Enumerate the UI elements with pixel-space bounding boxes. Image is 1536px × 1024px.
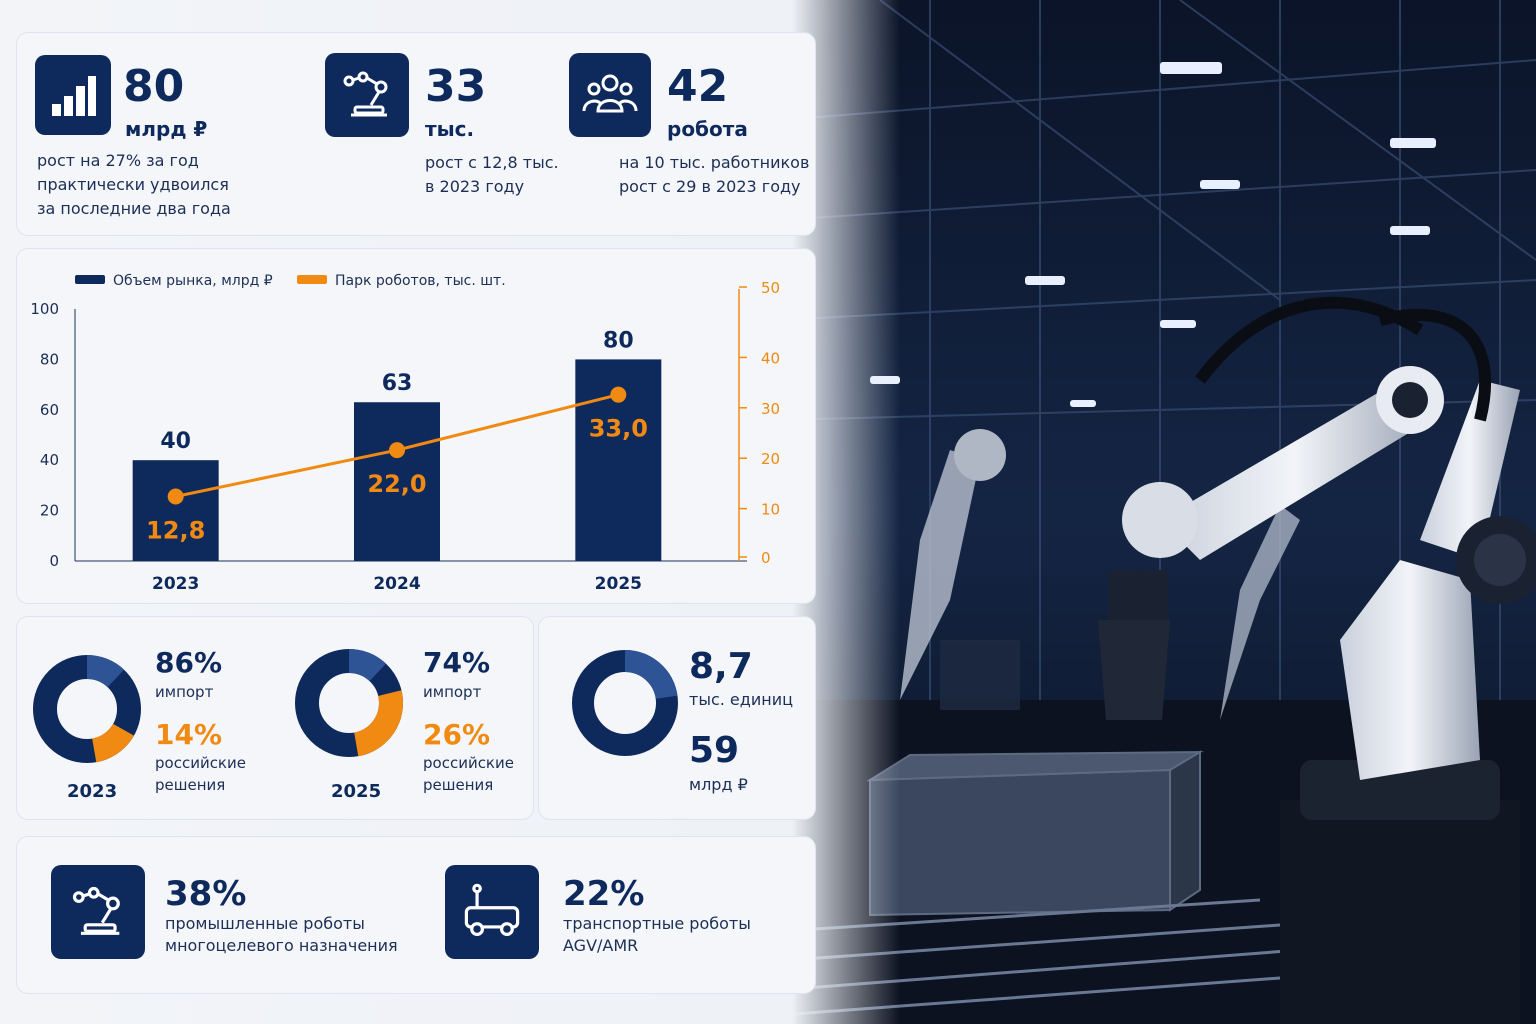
units-value: 8,7	[689, 646, 753, 687]
y-left-tick: 20	[40, 502, 59, 520]
bar-label: 80	[603, 328, 634, 353]
people-icon	[569, 53, 651, 137]
bar-chart-icon	[35, 55, 111, 135]
kpi-robots-desc: рост с 12,8 тыс. в 2023 году	[425, 153, 559, 196]
units-panel: 8,7 тыс. единиц 59 млрд ₽	[538, 616, 816, 820]
legend-label-fleet: Парк роботов, тыс. шт.	[335, 273, 506, 289]
factory-robot-photo	[780, 0, 1536, 1024]
kpi-market-desc: рост на 27% за год практически удвоился за…	[37, 151, 231, 218]
y-left-tick: 80	[40, 350, 59, 368]
y-right-tick: 0	[761, 549, 771, 567]
bar-2023	[132, 460, 219, 561]
robot-arm-icon	[51, 865, 145, 959]
y-left-tick: 100	[30, 300, 59, 318]
kpi-density-value: 42	[667, 61, 729, 112]
fleet-label: 22,0	[367, 470, 426, 498]
transport-robots-label: транспортные роботы AGV/AMR	[563, 914, 751, 955]
robot-arm-icon	[325, 53, 409, 137]
legend-swatch-market	[75, 275, 105, 284]
donut-2025-import-label: импорт	[423, 683, 482, 701]
chart-panel: Объем рынка, млрд ₽ Парк роботов, тыс. шт…	[16, 248, 816, 604]
donut-2025-year: 2025	[331, 781, 382, 802]
x-tick-label: 2025	[595, 574, 642, 594]
bar-label: 40	[160, 429, 191, 454]
units-money-value: 59	[689, 730, 740, 771]
donut-2023-import-label: импорт	[155, 683, 214, 701]
legend-swatch-fleet	[297, 275, 327, 284]
kpi-market-value: 80	[123, 61, 185, 112]
agv-vehicle-icon	[445, 865, 539, 959]
donut-highlight	[295, 649, 403, 757]
kpi-panel: 80 млрд ₽ рост на 27% за год практически …	[16, 32, 816, 236]
donut-2025-ru-pct: 26%	[423, 718, 491, 751]
y-right-tick: 40	[761, 349, 780, 367]
kpi-robots-value: 33	[425, 61, 487, 112]
fleet-label: 12,8	[146, 516, 205, 544]
industrial-robots-label: промышленные роботы многоцелевого назначе…	[165, 914, 398, 955]
x-tick-label: 2024	[373, 574, 420, 594]
kpi-market-unit: млрд ₽	[125, 117, 208, 141]
bar-label: 63	[382, 371, 413, 396]
units-ring	[572, 650, 678, 756]
fleet-point	[610, 386, 627, 403]
fleet-point	[167, 488, 184, 505]
y-left-tick: 60	[40, 401, 59, 419]
donut-2023-ru-label: российские решения	[155, 754, 246, 794]
legend-label-market: Объем рынка, млрд ₽	[113, 273, 273, 289]
bar-2024	[354, 402, 440, 561]
kpi-robots-unit: тыс.	[425, 117, 475, 141]
donut-2025	[295, 649, 403, 757]
donut-2023-ru-pct: 14%	[155, 718, 223, 751]
donut-2025-ru-label: российские решения	[423, 754, 514, 794]
y-left-tick: 40	[40, 451, 59, 469]
market-chart: Объем рынка, млрд ₽ Парк роботов, тыс. шт…	[30, 273, 780, 594]
donut-2023-import-pct: 86%	[155, 646, 223, 679]
transport-robots-pct: 22%	[563, 874, 645, 914]
kpi-density-desc: на 10 тыс. работников рост с 29 в 2023 го…	[619, 153, 810, 196]
fleet-point	[389, 442, 405, 459]
donut-2025-import-pct: 74%	[423, 646, 491, 679]
y-right-tick: 20	[761, 450, 780, 468]
donut-highlight	[33, 655, 141, 763]
kpi-density-unit: робота	[667, 117, 748, 141]
units-money-label: млрд ₽	[689, 775, 748, 794]
y-left-tick: 0	[49, 552, 59, 570]
donut-panel: 86% импорт 14% российские решения 2023 74…	[16, 616, 534, 820]
donut-2023	[33, 655, 141, 763]
fleet-label: 33,0	[589, 415, 648, 443]
donut-2023-year: 2023	[67, 781, 118, 802]
y-right-tick: 50	[761, 279, 780, 297]
segments-panel: 38% промышленные роботы многоцелевого наз…	[16, 836, 816, 994]
industrial-robots-pct: 38%	[165, 874, 247, 914]
units-label: тыс. единиц	[689, 690, 793, 709]
y-right-tick: 30	[761, 400, 780, 418]
x-tick-label: 2023	[152, 574, 199, 594]
y-right-tick: 10	[761, 501, 780, 519]
